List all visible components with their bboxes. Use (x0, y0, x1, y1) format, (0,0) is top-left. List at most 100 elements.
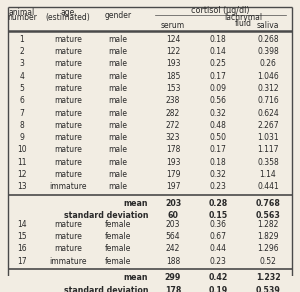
Text: 7: 7 (20, 109, 24, 118)
Text: 0.539: 0.539 (256, 286, 280, 292)
Text: 0.17: 0.17 (210, 145, 226, 154)
Text: 203: 203 (166, 220, 180, 229)
Text: 0.25: 0.25 (210, 59, 226, 68)
Text: 1.232: 1.232 (256, 273, 280, 282)
Text: male: male (109, 109, 128, 118)
Text: 13: 13 (17, 182, 27, 191)
Text: mature: mature (54, 244, 82, 253)
Text: 0.398: 0.398 (257, 47, 279, 56)
Text: 1.117: 1.117 (257, 145, 279, 154)
Text: 0.36: 0.36 (209, 220, 226, 229)
Text: 0.563: 0.563 (256, 211, 280, 220)
Text: 0.32: 0.32 (210, 109, 226, 118)
Text: mature: mature (54, 220, 82, 229)
Text: 299: 299 (165, 273, 181, 282)
Text: 0.09: 0.09 (209, 84, 226, 93)
Text: immature: immature (49, 182, 87, 191)
Text: 178: 178 (166, 145, 180, 154)
Text: mature: mature (54, 232, 82, 241)
Text: 323: 323 (166, 133, 180, 142)
Text: gender: gender (104, 11, 132, 20)
Text: 3: 3 (20, 59, 24, 68)
Text: 197: 197 (166, 182, 180, 191)
Text: 1.282: 1.282 (257, 220, 279, 229)
Text: mean: mean (124, 199, 148, 208)
Text: male: male (109, 84, 128, 93)
Text: mature: mature (54, 158, 82, 167)
Text: male: male (109, 35, 128, 44)
Text: 16: 16 (17, 244, 27, 253)
Text: 238: 238 (166, 96, 180, 105)
Text: immature: immature (49, 257, 87, 266)
Text: 2.267: 2.267 (257, 121, 279, 130)
Text: fluid: fluid (235, 19, 251, 28)
Text: 0.28: 0.28 (208, 199, 228, 208)
Text: 1.829: 1.829 (257, 232, 279, 241)
Text: 0.44: 0.44 (209, 244, 226, 253)
Text: 0.42: 0.42 (208, 273, 228, 282)
Text: 0.18: 0.18 (210, 158, 226, 167)
Text: female: female (105, 232, 131, 241)
Text: cortisol (μg/dl): cortisol (μg/dl) (191, 6, 250, 15)
Text: mature: mature (54, 72, 82, 81)
Text: 0.48: 0.48 (210, 121, 226, 130)
Text: saliva: saliva (257, 20, 279, 29)
Text: 0.312: 0.312 (257, 84, 279, 93)
Text: 9: 9 (20, 133, 24, 142)
Text: 193: 193 (166, 59, 180, 68)
Text: mature: mature (54, 96, 82, 105)
Text: 2: 2 (20, 47, 24, 56)
Text: mature: mature (54, 121, 82, 130)
Text: 179: 179 (166, 170, 180, 179)
Text: standard deviation: standard deviation (64, 211, 148, 220)
Text: 0.358: 0.358 (257, 158, 279, 167)
Text: (estimated): (estimated) (46, 13, 90, 22)
Text: lachrymal: lachrymal (224, 13, 262, 22)
Text: female: female (105, 220, 131, 229)
Text: 203: 203 (165, 199, 181, 208)
Text: 15: 15 (17, 232, 27, 241)
Text: mature: mature (54, 47, 82, 56)
Text: mature: mature (54, 109, 82, 118)
Text: standard deviation: standard deviation (64, 286, 148, 292)
Text: 242: 242 (166, 244, 180, 253)
Text: animal: animal (9, 8, 35, 17)
Text: age: age (61, 8, 75, 17)
Text: 1: 1 (20, 35, 24, 44)
Text: 0.18: 0.18 (210, 35, 226, 44)
Text: 17: 17 (17, 257, 27, 266)
Text: male: male (109, 121, 128, 130)
Text: mature: mature (54, 84, 82, 93)
Text: 0.26: 0.26 (260, 59, 276, 68)
Text: 10: 10 (17, 145, 27, 154)
Text: male: male (109, 59, 128, 68)
Text: 272: 272 (166, 121, 180, 130)
Text: 0.624: 0.624 (257, 109, 279, 118)
Text: 0.32: 0.32 (210, 170, 226, 179)
Text: 0.56: 0.56 (209, 96, 226, 105)
Text: 12: 12 (17, 170, 27, 179)
Text: 1.046: 1.046 (257, 72, 279, 81)
Text: male: male (109, 170, 128, 179)
Text: 0.67: 0.67 (209, 232, 226, 241)
Text: mature: mature (54, 145, 82, 154)
Text: female: female (105, 257, 131, 266)
Text: 0.15: 0.15 (208, 211, 228, 220)
Text: 1.14: 1.14 (260, 170, 276, 179)
Text: 0.268: 0.268 (257, 35, 279, 44)
Text: male: male (109, 47, 128, 56)
Text: mature: mature (54, 59, 82, 68)
Text: 0.23: 0.23 (210, 257, 226, 266)
Text: 0.441: 0.441 (257, 182, 279, 191)
Text: 1.031: 1.031 (257, 133, 279, 142)
Text: 564: 564 (166, 232, 180, 241)
Text: male: male (109, 182, 128, 191)
Text: mature: mature (54, 133, 82, 142)
Text: 0.52: 0.52 (260, 257, 276, 266)
Text: serum: serum (161, 20, 185, 29)
Text: 8: 8 (20, 121, 24, 130)
Text: mature: mature (54, 35, 82, 44)
Text: mean: mean (124, 273, 148, 282)
Text: 11: 11 (17, 158, 27, 167)
Text: male: male (109, 145, 128, 154)
